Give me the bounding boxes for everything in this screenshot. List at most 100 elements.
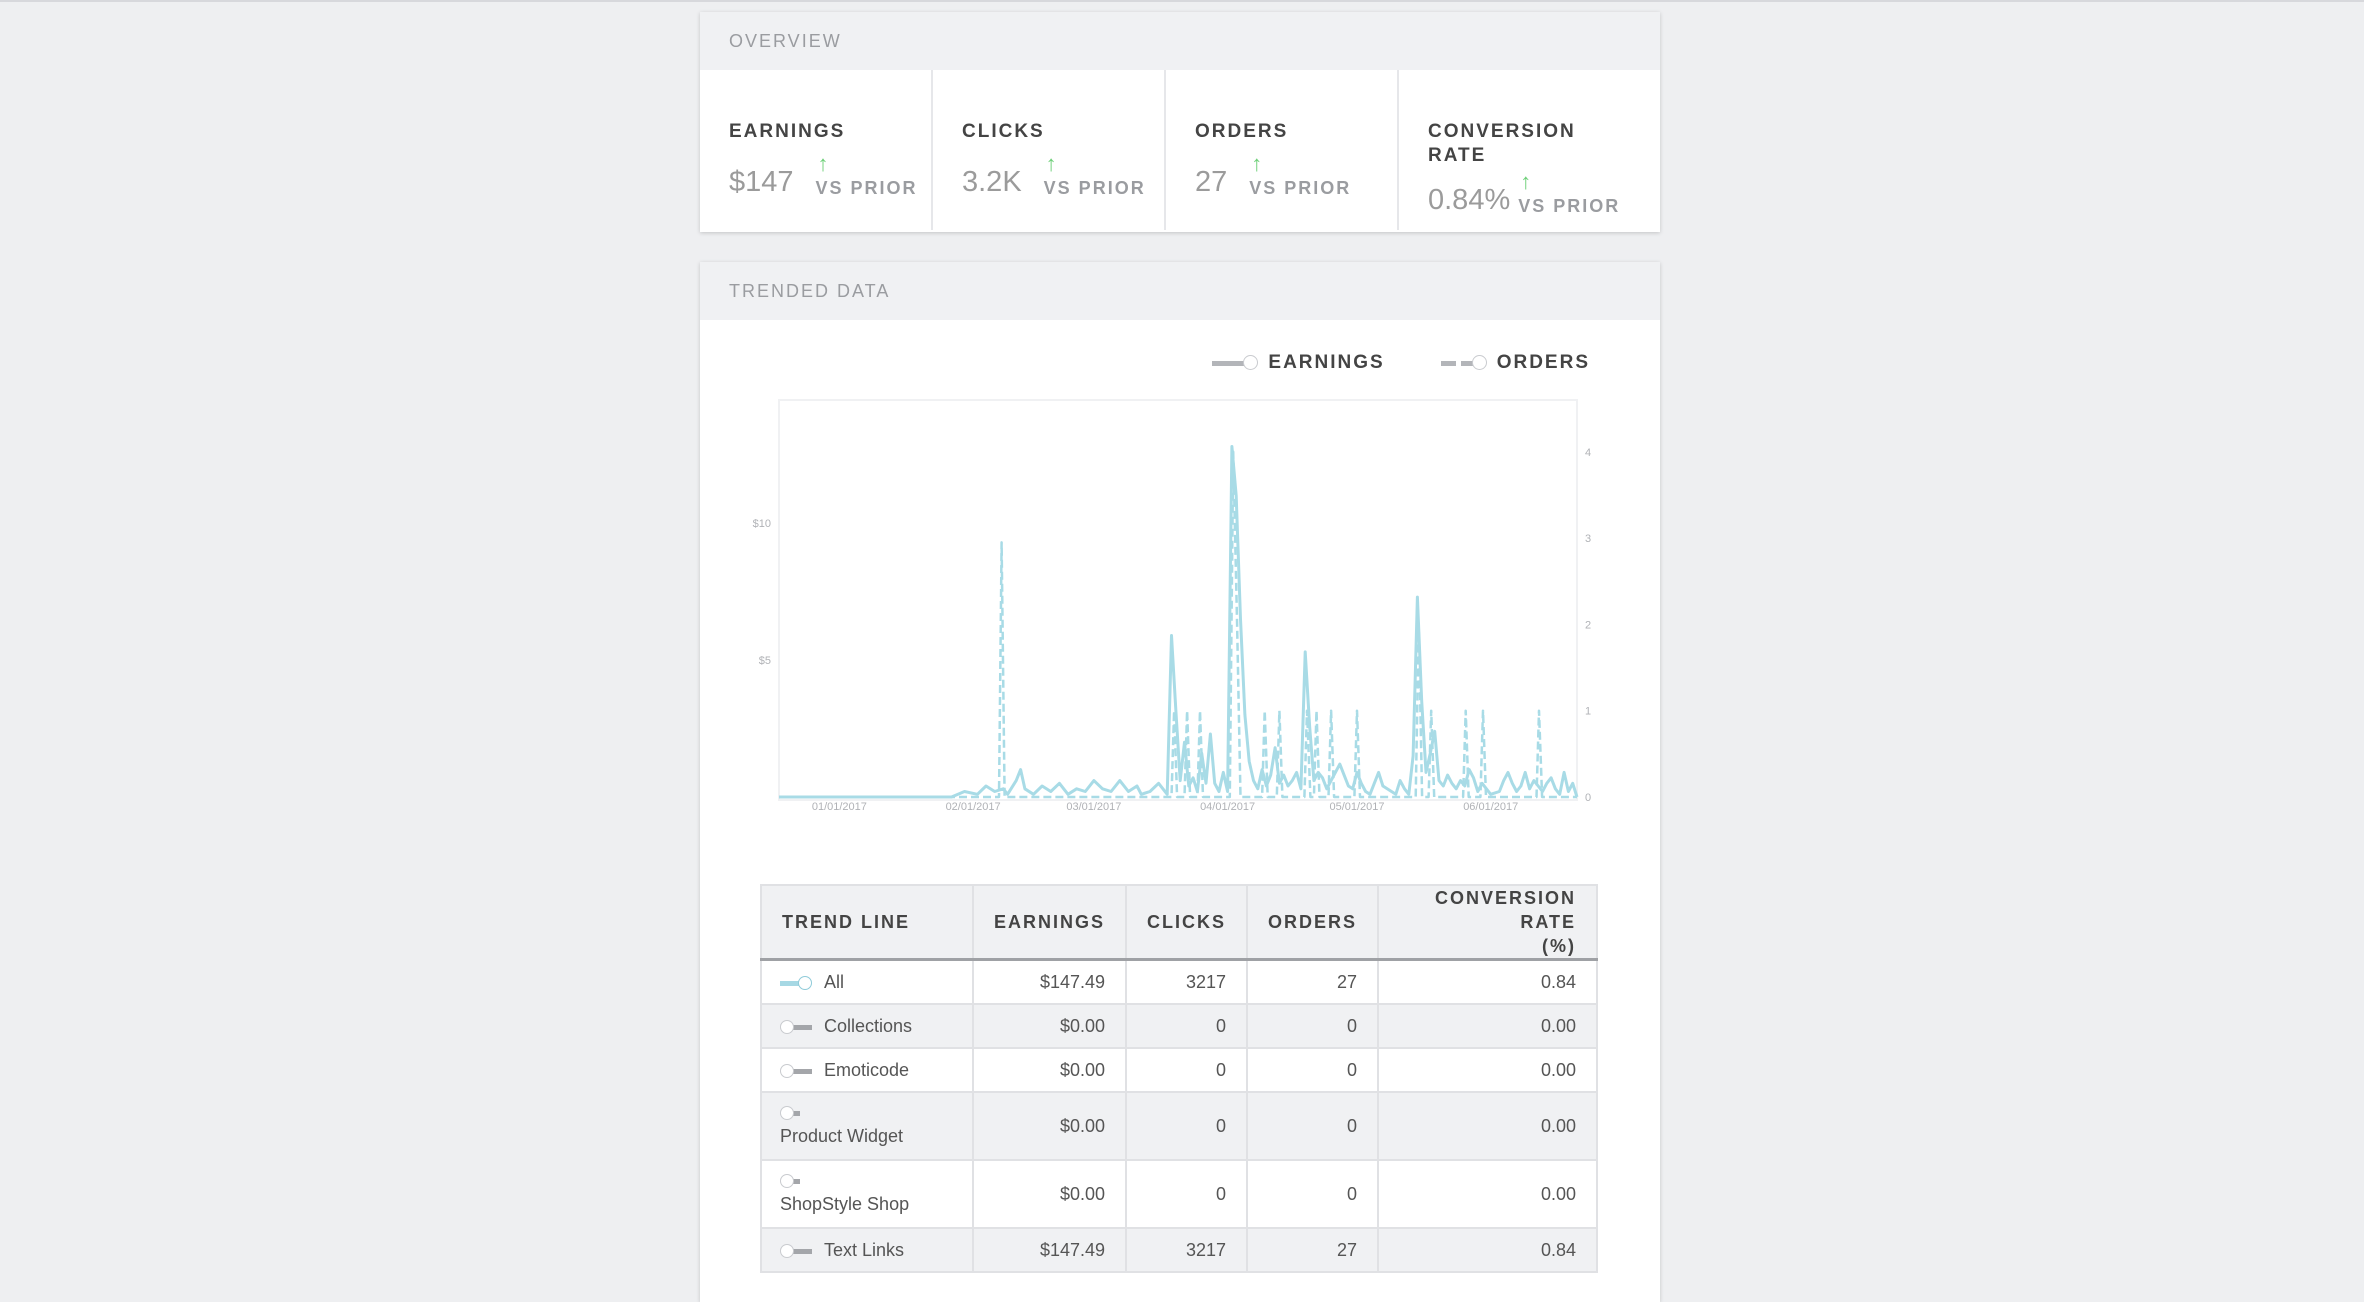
toggle-icon [1212, 355, 1259, 371]
conversion-cell: 0.00 [1377, 1159, 1598, 1229]
table-row: Product Widget $0.00 0 0 0.00 [760, 1091, 1598, 1161]
series-earnings-line [779, 445, 1579, 799]
up-arrow-icon: ↑ [1045, 151, 1057, 176]
earnings-cell: $0.00 [971, 1159, 1128, 1229]
metric-orders: ORDERS 27 ↑ VS PRIOR [1166, 70, 1399, 230]
clicks-cell: 0 [1125, 1047, 1249, 1093]
metric-value: 0.84% [1428, 184, 1511, 216]
metric-label: ORDERS [1195, 121, 1289, 142]
earnings-cell: $0.00 [971, 1091, 1128, 1161]
y-left-tick-label: $10 [753, 518, 771, 530]
earnings-cell: $147.49 [971, 958, 1128, 1005]
metric-value: 27 [1195, 166, 1228, 198]
legend-orders-label: ORDERS [1496, 352, 1590, 373]
metric-label: EARNINGS [729, 121, 846, 142]
plot-area [778, 399, 1578, 801]
row-toggle-icon[interactable] [780, 1019, 812, 1034]
legend-earnings-label: EARNINGS [1268, 352, 1385, 373]
y-right-tick-label: 0 [1585, 792, 1591, 804]
header-conversion-rate: CONVERSION RATE (%) [1377, 884, 1598, 961]
x-tick-label: 06/01/2017 [1463, 801, 1518, 812]
toggle-icon [1440, 355, 1487, 371]
legend-orders[interactable]: ORDERS [1440, 352, 1590, 374]
row-toggle-icon[interactable] [780, 1243, 812, 1258]
row-toggle-icon[interactable] [780, 1173, 812, 1188]
trend-name: Product Widget [780, 1125, 904, 1146]
overview-header: OVERVIEW [700, 12, 1660, 70]
orders-cell: 27 [1246, 1227, 1380, 1273]
x-tick-label: 04/01/2017 [1200, 801, 1255, 812]
up-arrow-icon: ↑ [1520, 169, 1532, 194]
vs-prior-label: VS PRIOR [1518, 196, 1621, 216]
trend-name-cell: Emoticode [760, 1047, 974, 1093]
up-arrow-icon: ↑ [1251, 151, 1263, 176]
header-conversion-line2: (%) [1542, 936, 1576, 956]
x-axis-ticks: 01/01/2017 02/01/2017 03/01/2017 04/01/2017… [812, 801, 1518, 812]
trend-name-cell: ShopStyle Shop [760, 1159, 974, 1229]
table-row: Emoticode $0.00 0 0 0.00 [760, 1047, 1598, 1093]
table-row: ShopStyle Shop $0.00 0 0 0.00 [760, 1159, 1598, 1229]
conversion-cell: 0.00 [1377, 1003, 1598, 1049]
header-trend-line: TREND LINE [760, 884, 974, 961]
metric-value: $147 [729, 166, 794, 198]
series-orders-line [779, 450, 1577, 799]
trend-name-cell: Product Widget [760, 1091, 974, 1161]
metric-label: CLICKS [962, 121, 1045, 142]
metric-clicks: CLICKS 3.2K ↑ VS PRIOR [933, 70, 1166, 230]
y-left-tick-label: $5 [759, 655, 771, 667]
header-clicks: CLICKS [1125, 884, 1249, 961]
y-right-tick-label: 3 [1585, 533, 1591, 545]
clicks-cell: 0 [1125, 1159, 1249, 1229]
vs-prior-label: VS PRIOR [815, 178, 918, 198]
overview-panel: OVERVIEW EARNINGS $147 ↑ VS PRIOR CLICKS… [700, 12, 1660, 232]
clicks-cell: 0 [1125, 1003, 1249, 1049]
trend-chart: 01/01/2017 02/01/2017 03/01/2017 04/01/2017… [753, 399, 1591, 812]
orders-cell: 0 [1246, 1159, 1380, 1229]
x-tick-label: 05/01/2017 [1329, 801, 1384, 812]
row-toggle-icon[interactable] [780, 1105, 812, 1120]
orders-cell: 0 [1246, 1091, 1380, 1161]
orders-cell: 0 [1246, 1003, 1380, 1049]
x-tick-label: 03/01/2017 [1066, 801, 1121, 812]
earnings-cell: $0.00 [971, 1047, 1128, 1093]
trended-header: TRENDED DATA [700, 262, 1660, 320]
header-orders: ORDERS [1246, 884, 1380, 961]
table-row: All $147.49 3217 27 0.84 [760, 958, 1598, 1005]
x-tick-label: 01/01/2017 [812, 801, 867, 812]
table-row: Text Links $147.49 3217 27 0.84 [760, 1227, 1598, 1273]
table-row: Collections $0.00 0 0 0.00 [760, 1003, 1598, 1049]
metric-conversion-rate: CONVERSION RATE 0.84% ↑ VS PRIOR [1399, 70, 1660, 230]
x-tick-label: 02/01/2017 [946, 801, 1001, 812]
chart-legend: EARNINGS ORDERS [1212, 352, 1590, 374]
vs-prior-label: VS PRIOR [1043, 178, 1146, 198]
y-right-tick-label: 2 [1585, 619, 1591, 631]
y-right-axis-ticks: 0 1 2 3 4 [1585, 447, 1591, 804]
vs-prior-label: VS PRIOR [1249, 178, 1352, 198]
metrics-row: EARNINGS $147 ↑ VS PRIOR CLICKS 3.2K ↑ V… [700, 70, 1660, 230]
clicks-cell: 0 [1125, 1091, 1249, 1161]
row-toggle-icon[interactable] [780, 1063, 812, 1078]
trended-data-panel: TRENDED DATA EARNINGS ORDERS 01/01/2017 0… [700, 262, 1660, 1302]
trend-name: ShopStyle Shop [780, 1193, 910, 1214]
clicks-cell: 3217 [1125, 958, 1249, 1005]
legend-earnings[interactable]: EARNINGS [1212, 352, 1384, 374]
y-right-tick-label: 1 [1585, 706, 1591, 718]
metric-earnings: EARNINGS $147 ↑ VS PRIOR [700, 70, 933, 230]
header-conversion-line1: CONVERSION RATE [1434, 888, 1576, 932]
y-left-axis-ticks: $5 $10 [753, 518, 771, 667]
trend-table: TREND LINE EARNINGS CLICKS ORDERS CONVER… [760, 884, 1598, 1273]
metric-value: 3.2K [962, 166, 1022, 198]
trend-name: All [824, 971, 845, 992]
earnings-cell: $0.00 [971, 1003, 1128, 1049]
row-toggle-icon[interactable] [780, 975, 812, 990]
orders-cell: 0 [1246, 1047, 1380, 1093]
clicks-cell: 3217 [1125, 1227, 1249, 1273]
orders-cell: 27 [1246, 958, 1380, 1005]
y-right-tick-label: 4 [1585, 447, 1591, 459]
top-border [0, 0, 2364, 2]
trend-name: Emoticode [824, 1059, 910, 1080]
trend-name-cell: Text Links [760, 1227, 974, 1273]
trend-name-cell: Collections [760, 1003, 974, 1049]
conversion-cell: 0.84 [1377, 1227, 1598, 1273]
trend-name: Collections [824, 1015, 913, 1036]
